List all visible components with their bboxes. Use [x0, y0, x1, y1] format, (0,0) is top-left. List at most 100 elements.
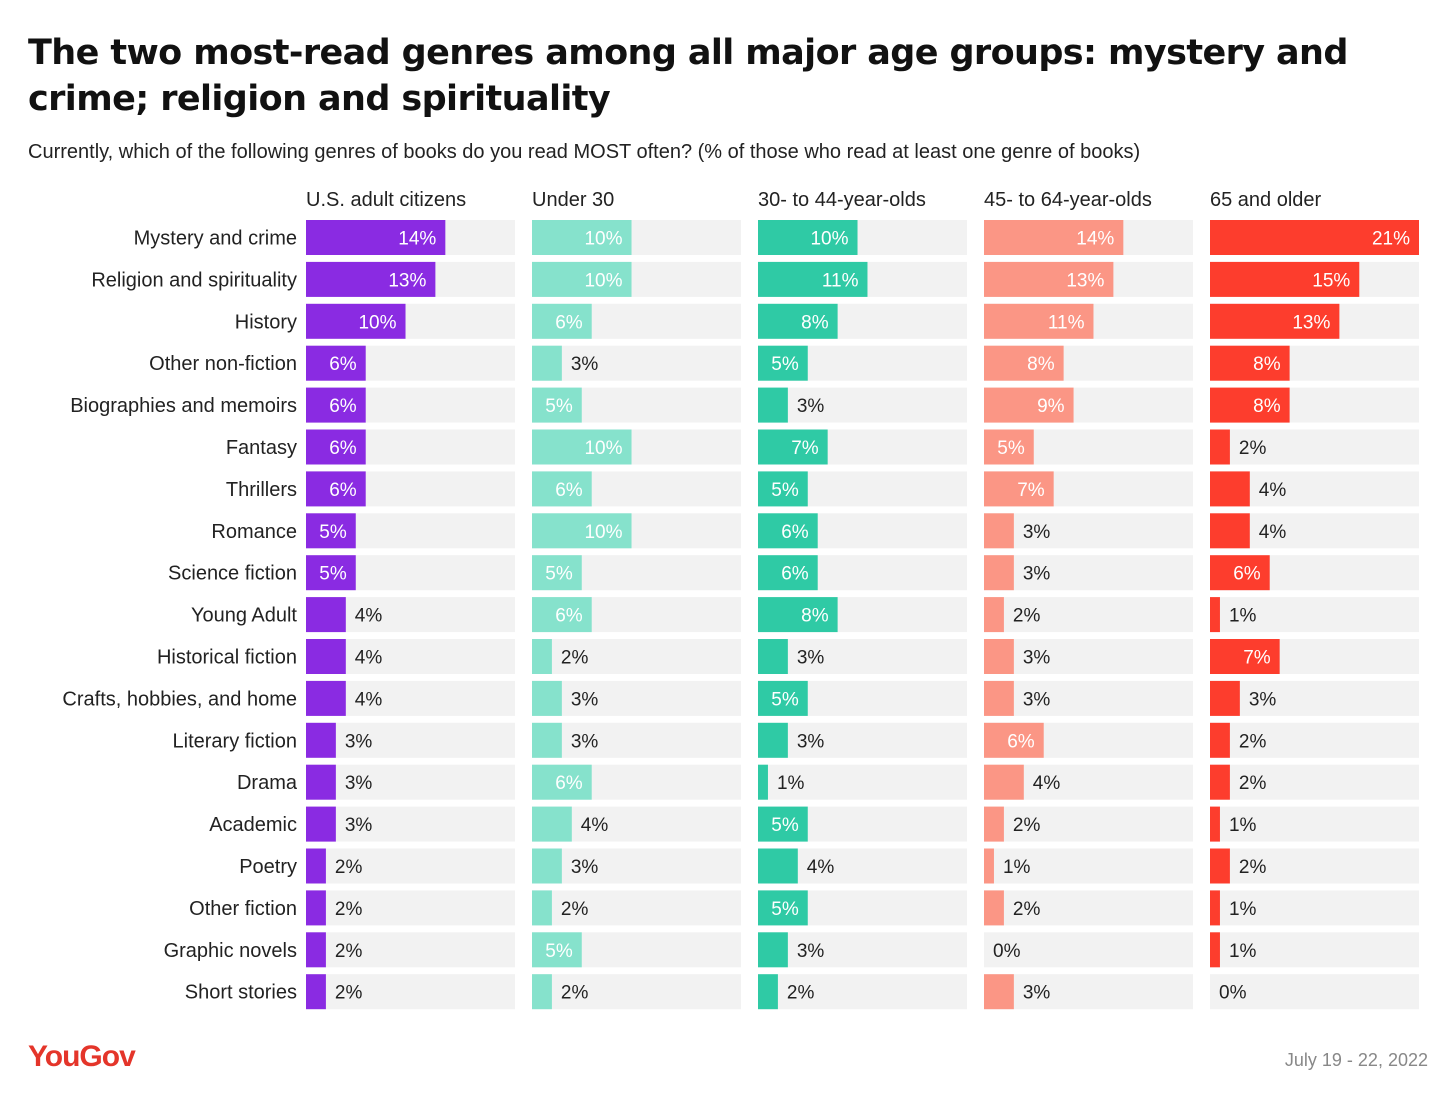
bar-65-and-older-thrillers: [1210, 471, 1250, 507]
data-label: 2%: [561, 899, 589, 920]
data-label: 4%: [1259, 480, 1287, 501]
bar-under-30-science-fiction: [532, 555, 582, 591]
data-label: 8%: [1253, 396, 1281, 417]
bar-u-s-adult-citizens-drama: [306, 764, 336, 800]
survey-date: July 19 - 22, 2022: [1284, 1050, 1428, 1070]
bar-track: [758, 932, 967, 968]
category-label-drama: Drama: [237, 772, 298, 794]
data-label: 14%: [398, 229, 436, 250]
bar-30-to-44-year-olds-mystery-and-crime: [758, 220, 858, 255]
bar-track: [1210, 597, 1419, 633]
data-label: 6%: [329, 438, 357, 459]
data-label: 13%: [1066, 270, 1104, 291]
bar-track: [758, 387, 967, 423]
bar-65-and-older-other-non-fiction: [1210, 345, 1290, 381]
bar-65-and-older-religion-and-spirituality: [1210, 261, 1360, 297]
bar-65-and-older-history: [1210, 303, 1340, 339]
bar-45-to-64-year-olds-short-stories: [984, 974, 1014, 1010]
bar-under-30-history: [532, 303, 592, 339]
bar-under-30-young-adult: [532, 597, 592, 633]
data-label: 2%: [335, 899, 363, 920]
data-label: 2%: [561, 648, 589, 669]
bar-30-to-44-year-olds-literary-fiction: [758, 722, 788, 758]
data-label: 5%: [771, 899, 799, 920]
data-label: 4%: [581, 815, 609, 836]
data-label: 7%: [1017, 480, 1045, 501]
data-label: 3%: [1249, 689, 1277, 710]
bar-track: [1210, 680, 1419, 716]
bar-65-and-older-young-adult: [1210, 597, 1220, 633]
data-label: 9%: [1037, 396, 1065, 417]
data-label: 5%: [997, 438, 1025, 459]
bar-under-30-literary-fiction: [532, 722, 562, 758]
bar-track: [758, 974, 967, 1010]
bar-under-30-graphic-novels: [532, 932, 582, 968]
bar-45-to-64-year-olds-history: [984, 303, 1094, 339]
bar-30-to-44-year-olds-history: [758, 303, 838, 339]
category-label-young-adult: Young Adult: [191, 605, 297, 627]
bar-u-s-adult-citizens-science-fiction: [306, 555, 356, 591]
category-label-other-non-fiction: Other non-fiction: [149, 353, 297, 375]
data-label: 4%: [355, 648, 383, 669]
category-label-religion-and-spirituality: Religion and spirituality: [91, 269, 297, 291]
data-label: 1%: [1229, 815, 1257, 836]
data-label: 0%: [1219, 983, 1247, 1004]
panel-header-65-and-older: 65 and older: [1210, 189, 1322, 211]
bar-track: [306, 722, 515, 758]
data-label: 1%: [777, 773, 805, 794]
data-label: 1%: [1003, 857, 1031, 878]
data-label: 6%: [329, 480, 357, 501]
data-label: 11%: [822, 270, 859, 291]
bar-track: [1210, 806, 1419, 842]
data-label: 11%: [1048, 312, 1085, 333]
data-label: 2%: [1013, 815, 1041, 836]
bar-u-s-adult-citizens-graphic-novels: [306, 932, 326, 968]
bar-30-to-44-year-olds-graphic-novels: [758, 932, 788, 968]
bar-65-and-older-fantasy: [1210, 429, 1230, 465]
data-label: 5%: [545, 396, 573, 417]
bar-track: [532, 848, 741, 884]
data-label: 6%: [1233, 564, 1261, 585]
category-label-romance: Romance: [211, 521, 297, 543]
bar-under-30-romance: [532, 513, 632, 549]
category-label-thrillers: Thrillers: [226, 479, 297, 501]
data-label: 3%: [345, 773, 373, 794]
bar-under-30-academic: [532, 806, 572, 842]
bar-track: [758, 722, 967, 758]
data-label: 2%: [335, 941, 363, 962]
bar-65-and-older-historical-fiction: [1210, 639, 1280, 674]
data-label: 5%: [319, 564, 347, 585]
bar-under-30-short-stories: [532, 974, 552, 1010]
data-label: 7%: [791, 438, 819, 459]
data-label: 5%: [771, 354, 799, 375]
bar-30-to-44-year-olds-other-non-fiction: [758, 345, 808, 381]
bar-u-s-adult-citizens-other-fiction: [306, 890, 326, 926]
bar-65-and-older-biographies-and-memoirs: [1210, 387, 1290, 423]
bar-u-s-adult-citizens-other-non-fiction: [306, 345, 366, 381]
data-label: 10%: [358, 312, 396, 333]
bar-track: [306, 890, 515, 926]
data-label: 2%: [1239, 773, 1267, 794]
data-label: 2%: [1013, 606, 1041, 627]
bar-u-s-adult-citizens-biographies-and-memoirs: [306, 387, 366, 423]
category-label-literary-fiction: Literary fiction: [173, 730, 298, 752]
bar-u-s-adult-citizens-academic: [306, 806, 336, 842]
data-label: 3%: [571, 731, 599, 752]
data-label: 6%: [555, 606, 583, 627]
bar-45-to-64-year-olds-religion-and-spirituality: [984, 261, 1114, 297]
panel-header-45-to-64-year-olds: 45- to 64-year-olds: [984, 189, 1152, 211]
bar-track: [306, 764, 515, 800]
bar-under-30-poetry: [532, 848, 562, 884]
data-label: 2%: [1013, 899, 1041, 920]
data-label: 4%: [807, 857, 835, 878]
bar-track: [306, 806, 515, 842]
bar-30-to-44-year-olds-romance: [758, 513, 818, 549]
bar-track: [758, 764, 967, 800]
data-label: 3%: [1023, 983, 1051, 1004]
bar-track: [1210, 890, 1419, 926]
bar-30-to-44-year-olds-thrillers: [758, 471, 808, 507]
bar-30-to-44-year-olds-crafts-hobbies-and-home: [758, 680, 808, 716]
bar-45-to-64-year-olds-other-non-fiction: [984, 345, 1064, 381]
data-label: 5%: [545, 564, 573, 585]
bar-45-to-64-year-olds-thrillers: [984, 471, 1054, 507]
